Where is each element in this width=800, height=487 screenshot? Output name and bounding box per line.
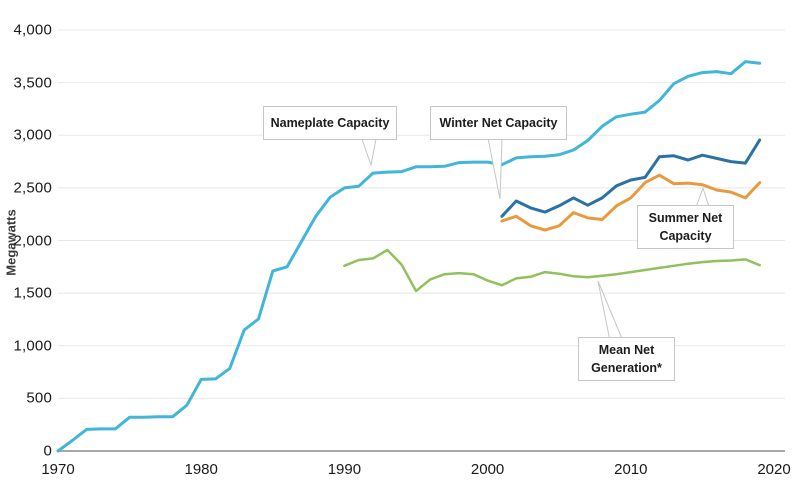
x-tick-label: 1990: [327, 461, 362, 478]
x-tick-label: 2020: [757, 461, 791, 478]
callout-tail-mean: [597, 280, 624, 342]
callout-tail-winter: [487, 137, 503, 200]
y-tick-label: 2,000: [13, 232, 52, 249]
x-tick-label: 2010: [614, 461, 648, 478]
x-tick-label: 1980: [184, 461, 218, 478]
series-line-mean-net-generation: [343, 248, 761, 293]
x-tick-label: 1970: [41, 461, 75, 478]
y-tick-label: 1,000: [13, 337, 52, 355]
y-tick-label: 0: [43, 442, 52, 460]
annotation-winter: Winter Net Capacity: [430, 106, 567, 140]
annotation-summer: Summer Net Capacity: [637, 205, 734, 249]
series-line-winter-net-capacity: [500, 138, 762, 218]
annotation-nameplate: Nameplate Capacity: [263, 106, 397, 140]
callout-tail-nameplate: [361, 138, 377, 167]
y-tick-label: 3,000: [13, 126, 52, 144]
series-line-summer-net-capacity: [500, 173, 762, 232]
series-line-nameplate-capacity: [56, 60, 762, 453]
y-tick-label: 3,500: [13, 74, 52, 92]
y-tick-label: 1,500: [13, 284, 52, 302]
y-tick-label: 2,500: [13, 179, 52, 197]
x-tick-label: 2000: [470, 461, 505, 478]
y-tick-label: 4,000: [13, 21, 52, 39]
y-tick-label: 500: [26, 389, 52, 407]
annotation-mean: Mean Net Generation*: [578, 337, 675, 381]
